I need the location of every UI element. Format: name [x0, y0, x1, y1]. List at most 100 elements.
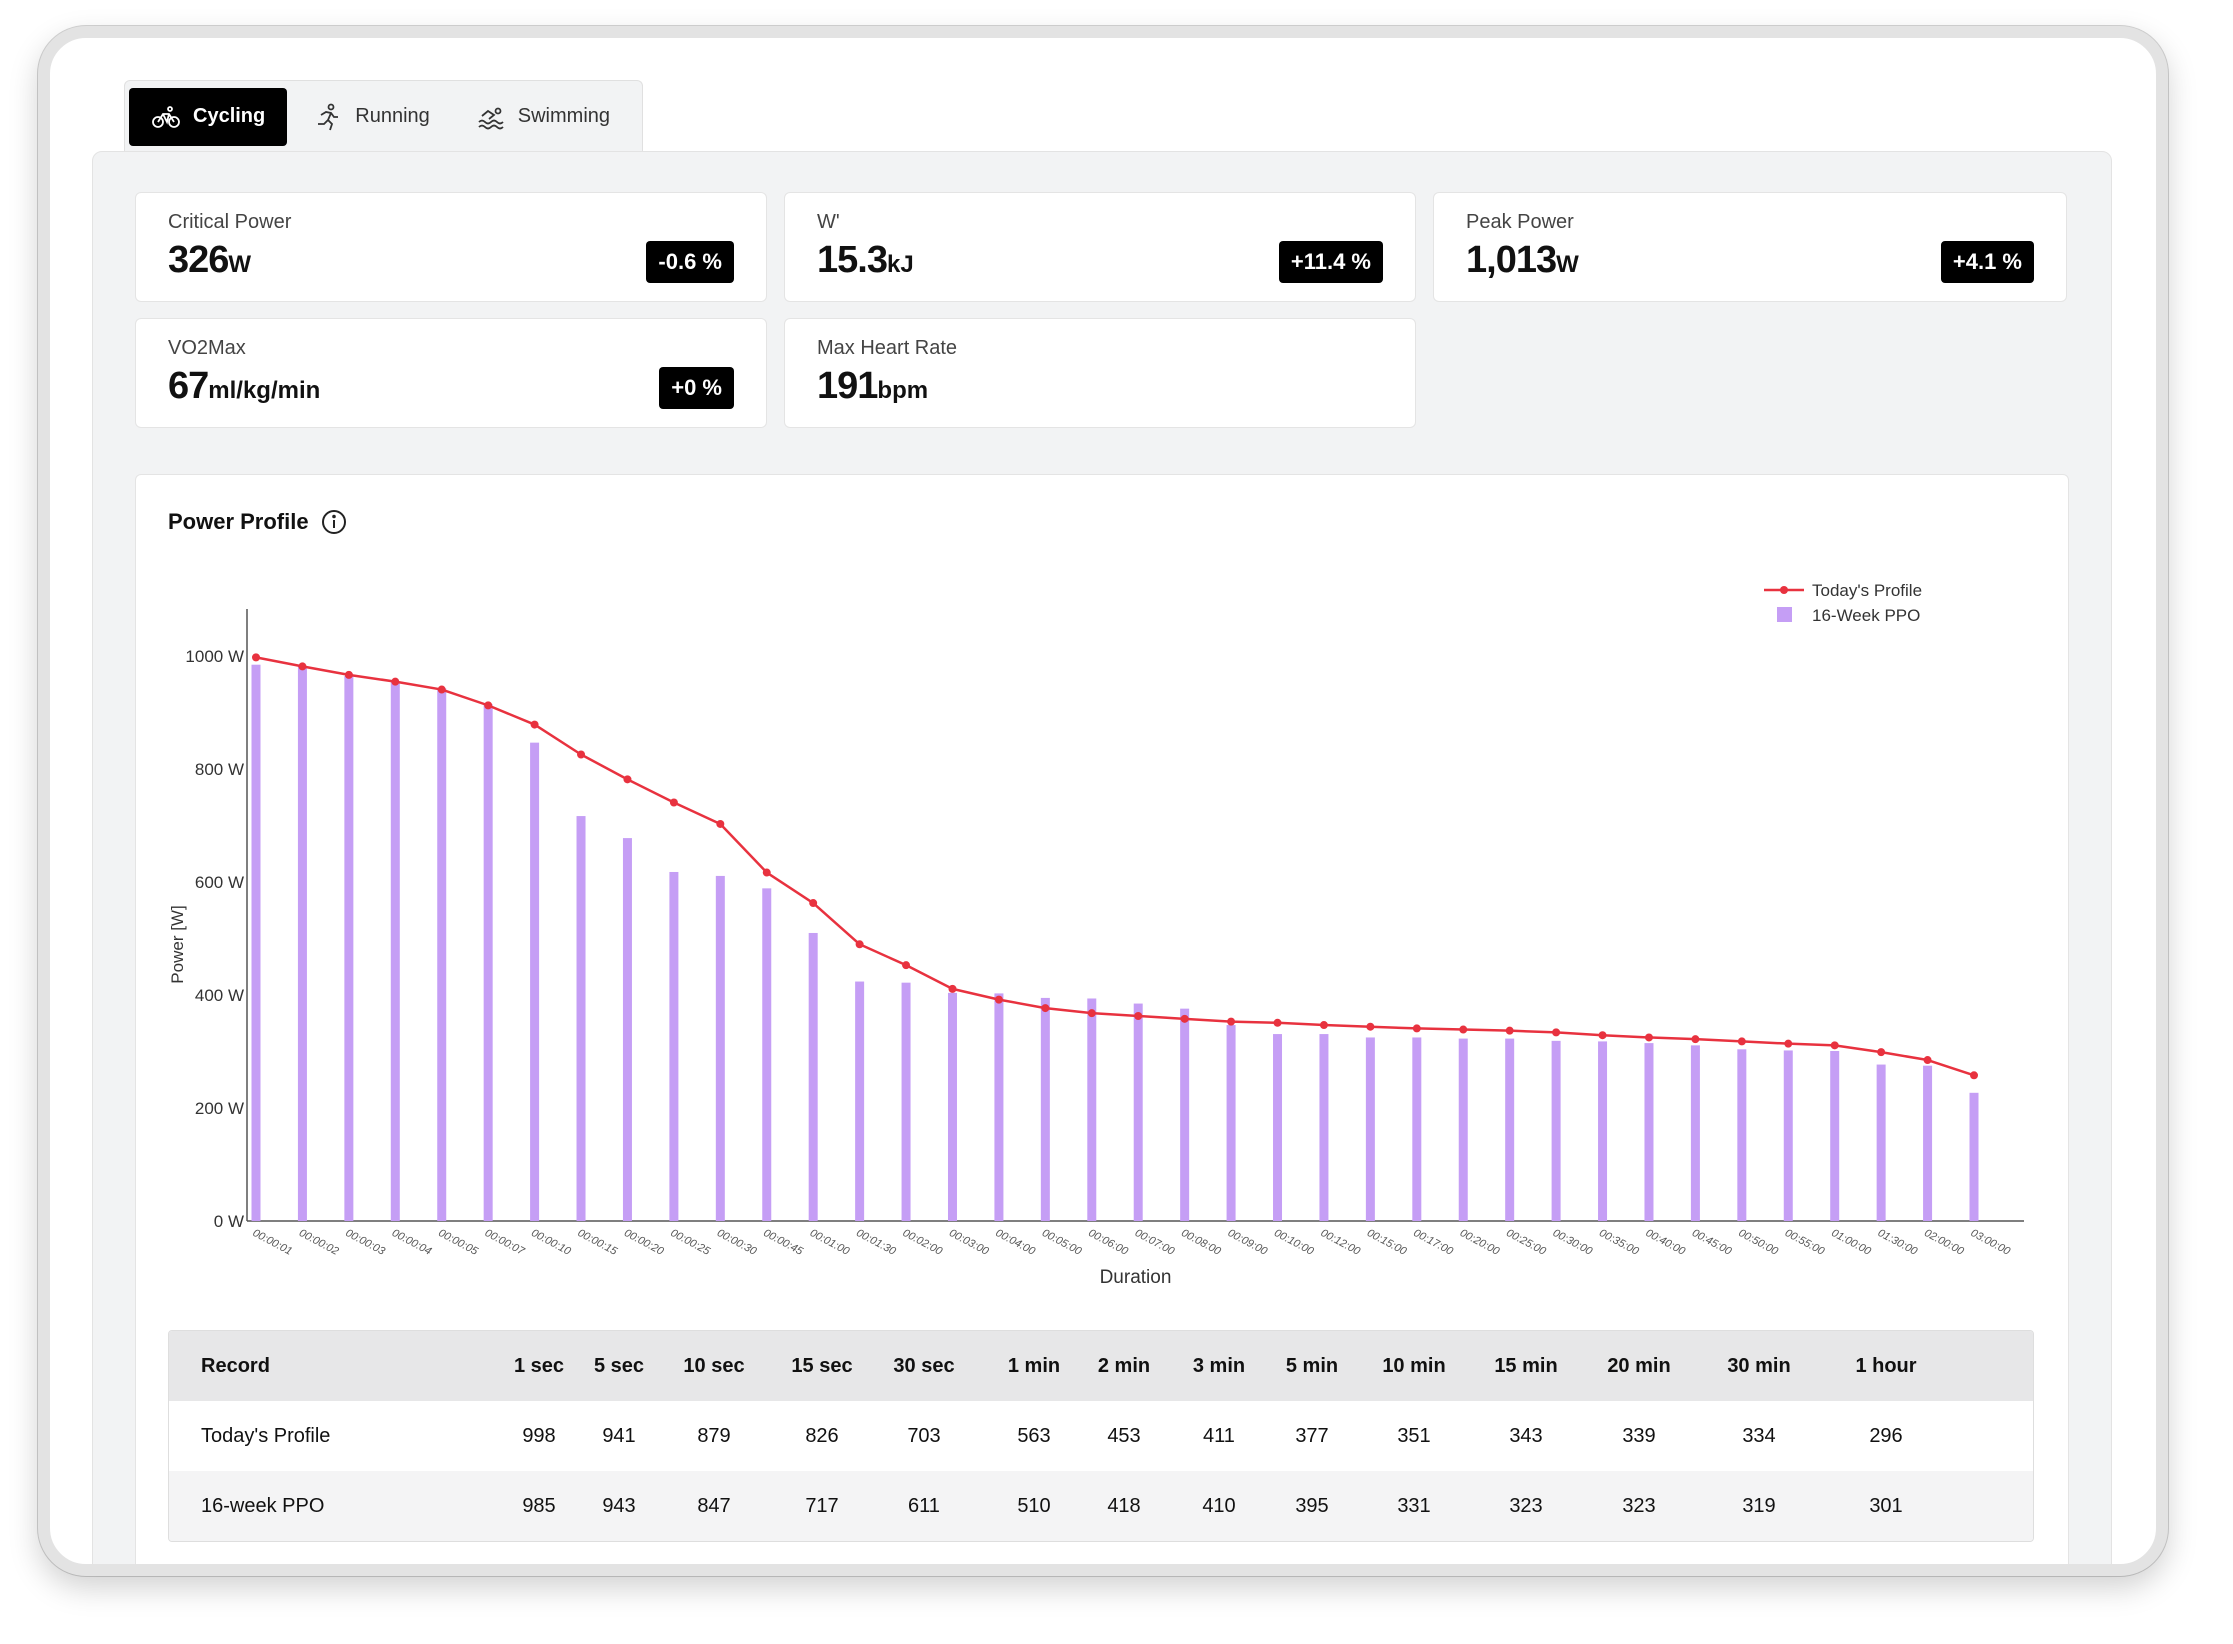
x-tick-label: 00:55:00 — [1783, 1227, 1827, 1258]
today-profile-point — [762, 868, 771, 877]
table-cell: 411 — [1203, 1425, 1235, 1447]
power-profile-card: Power Profile 0 W 200 W 400 W 600 W 800 W 100… — [135, 474, 2069, 1564]
ppo-bar — [715, 875, 725, 1221]
ppo-bar — [808, 932, 818, 1221]
y-tick-label: 1000 W — [185, 647, 244, 666]
today-profile-point — [855, 940, 864, 949]
table-cell: 351 — [1397, 1425, 1431, 1447]
table-cell: 339 — [1622, 1425, 1656, 1447]
today-profile-point — [1505, 1026, 1514, 1035]
metric-peak-power: Peak Power 1,013W +4.1 % — [1433, 192, 2067, 302]
ppo-bar — [297, 666, 307, 1221]
ppo-bar — [1644, 1043, 1654, 1221]
ppo-bar — [762, 888, 772, 1221]
today-profile-point — [1923, 1056, 1932, 1065]
ppo-bar — [1180, 1008, 1190, 1221]
table-cell: 717 — [805, 1495, 839, 1517]
x-tick-label: 00:40:00 — [1644, 1227, 1688, 1258]
change-badge: +0 % — [659, 367, 734, 409]
today-profile-point — [577, 750, 586, 759]
today-profile-point — [1273, 1018, 1282, 1027]
x-tick-label: 00:00:01 — [251, 1227, 294, 1258]
y-tick-label: 800 W — [195, 760, 244, 779]
today-profile-point — [1319, 1021, 1328, 1030]
x-tick-label: 00:00:05 — [436, 1227, 480, 1258]
table-cell: 1 min — [1007, 1355, 1061, 1377]
x-tick-label: 00:15:00 — [1365, 1227, 1409, 1258]
table-cell: 510 — [1017, 1495, 1051, 1517]
row-label: Record — [201, 1355, 270, 1377]
ppo-bar — [1598, 1041, 1608, 1221]
table-cell: 985 — [522, 1495, 556, 1517]
today-profile-point — [391, 677, 400, 686]
ppo-bar — [344, 676, 354, 1221]
today-profile-point — [669, 798, 678, 807]
tab-swimming[interactable]: Swimming — [456, 88, 630, 146]
x-tick-label: 00:07:00 — [1133, 1227, 1177, 1258]
x-tick-label: 00:00:45 — [761, 1227, 805, 1258]
ppo-bar — [1783, 1050, 1793, 1221]
x-tick-label: 00:03:00 — [947, 1227, 991, 1258]
x-tick-label: 00:20:00 — [1458, 1227, 1502, 1258]
row-label: 16-week PPO — [201, 1495, 325, 1517]
ppo-bar — [1830, 1051, 1840, 1221]
x-tick-label: 00:04:00 — [994, 1227, 1038, 1258]
ppo-bar — [1458, 1038, 1468, 1221]
metric-label: VO2Max — [168, 337, 246, 359]
today-profile-point — [1412, 1024, 1421, 1033]
x-tick-label: 03:00:00 — [1969, 1227, 2013, 1258]
table-cell: 998 — [522, 1425, 556, 1447]
metric-label: Peak Power — [1466, 211, 1574, 233]
x-tick-label: 01:00:00 — [1829, 1227, 1873, 1258]
today-profile-point — [484, 701, 493, 710]
runner-icon — [318, 103, 339, 130]
x-tick-label: 00:00:03 — [343, 1227, 387, 1258]
ppo-bar — [994, 993, 1004, 1221]
table-cell: 323 — [1622, 1495, 1656, 1517]
table-cell: 826 — [805, 1425, 839, 1447]
records-table: Record 1 sec 5 sec 10 sec 15 sec 30 sec 1 min 2… — [168, 1330, 2034, 1542]
ppo-bar — [483, 704, 493, 1221]
ppo-bar — [1969, 1092, 1979, 1221]
x-tick-label: 00:00:30 — [715, 1227, 759, 1258]
table-cell: 395 — [1295, 1495, 1329, 1517]
table-cell: 323 — [1509, 1495, 1543, 1517]
x-tick-label: 02:00:00 — [1922, 1227, 1966, 1258]
power-profile-chart: 0 W 200 W 400 W 600 W 800 W 1000 W Power [W] 00… — [168, 581, 2024, 1288]
x-axis-label: Duration — [1100, 1267, 1172, 1288]
today-profile-point — [809, 899, 818, 908]
x-tick-label: 00:00:07 — [483, 1227, 527, 1258]
today-profile-point — [1134, 1011, 1143, 1020]
table-cell: 331 — [1397, 1495, 1431, 1517]
today-profile-point — [298, 662, 307, 671]
table-cell: 2 min — [1097, 1355, 1151, 1377]
x-tick-label: 00:06:00 — [1086, 1227, 1130, 1258]
table-row: Today's Profile 998 941 879 826 703 563 453 411 3… — [169, 1401, 2033, 1471]
x-tick-label: 00:00:02 — [297, 1227, 340, 1258]
metric-max-heart-rate: Max Heart Rate 191bpm — [784, 318, 1416, 428]
y-tick-label: 400 W — [195, 986, 244, 1005]
legend-label: Today's Profile — [1812, 581, 1922, 600]
x-tick-label: 00:25:00 — [1504, 1227, 1548, 1258]
sport-tabs: Cycling Running Swimming — [124, 80, 643, 152]
table-cell: 30 min — [1727, 1355, 1791, 1377]
app-window: Cycling Running Swimming Critical Power … — [38, 26, 2168, 1576]
today-profile-point — [1041, 1004, 1050, 1013]
table-cell: 15 sec — [791, 1355, 853, 1377]
metric-label: Max Heart Rate — [817, 337, 958, 359]
ppo-bar — [1273, 1034, 1283, 1221]
ppo-bar — [1319, 1034, 1329, 1221]
tab-running[interactable]: Running — [293, 88, 450, 146]
table-cell: 418 — [1107, 1495, 1141, 1517]
x-tick-label: 00:01:30 — [854, 1227, 898, 1258]
ppo-bar — [251, 664, 261, 1221]
tab-cycling[interactable]: Cycling — [129, 87, 288, 146]
ppo-bar — [437, 688, 447, 1221]
table-header-row: Record 1 sec 5 sec 10 sec 15 sec 30 sec 1 min 2… — [169, 1331, 2033, 1401]
cycling-panel: Critical Power 326W -0.6 % W' 15.3kJ +11… — [92, 151, 2112, 1564]
today-profile-line — [255, 656, 1975, 1077]
metric-value: 1,013W — [1466, 239, 1579, 281]
ppo-bar — [1551, 1040, 1561, 1221]
info-icon[interactable] — [321, 509, 347, 535]
today-profile-point — [716, 819, 725, 828]
